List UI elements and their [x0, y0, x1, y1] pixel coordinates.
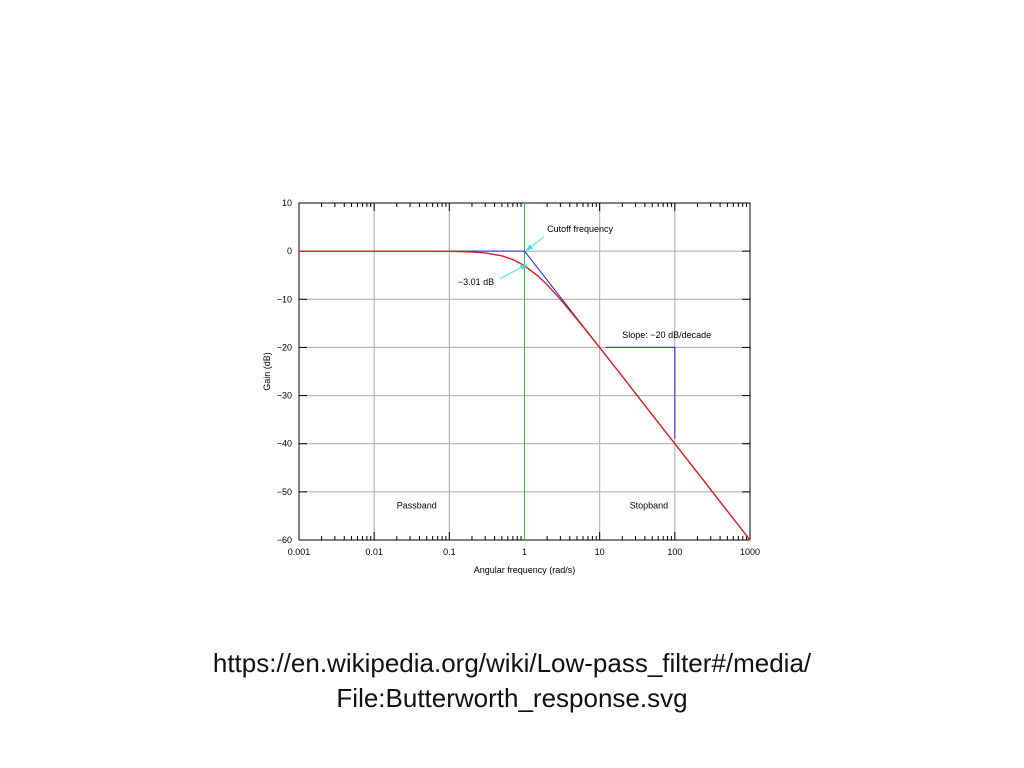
annotation-text: Slope: −20 dB/decade	[622, 330, 711, 340]
y-tick-label: −40	[277, 439, 292, 449]
x-tick-label: 0.001	[288, 547, 311, 557]
response-data-point	[559, 298, 561, 300]
source-caption: https://en.wikipedia.org/wiki/Low-pass_f…	[0, 646, 1024, 716]
y-tick-label: 10	[282, 198, 292, 208]
y-tick-label: −20	[277, 342, 292, 352]
response-data-point	[298, 250, 300, 252]
response-data-point	[501, 255, 503, 257]
x-tick-label: 100	[667, 547, 682, 557]
response-data-point	[651, 414, 653, 416]
y-tick-label: −30	[277, 391, 292, 401]
slope-marker	[605, 346, 676, 439]
response-data-point	[621, 375, 623, 377]
y-tick-label: −10	[277, 294, 292, 304]
x-tick-label: 1	[522, 547, 527, 557]
response-data-point	[749, 539, 751, 541]
y-tick-label: 0	[287, 246, 292, 256]
annotation-arrow	[525, 236, 545, 251]
y-tick-label: −50	[277, 487, 292, 497]
caption-line-2: File:Butterworth_response.svg	[336, 683, 688, 713]
x-tick-label: 0.01	[365, 547, 383, 557]
response-data-point	[537, 275, 539, 277]
annotation-text: Stopband	[630, 501, 669, 511]
annotation-text: Passband	[397, 501, 437, 511]
response-data-point	[674, 443, 676, 445]
response-data-point	[587, 332, 589, 334]
response-curve	[299, 250, 751, 541]
x-tick-label: 0.1	[443, 547, 456, 557]
response-data-point	[484, 252, 486, 254]
x-tick-label: 10	[595, 547, 605, 557]
response-data-point	[696, 472, 699, 474]
annotation-text: −3.01 dB	[458, 277, 494, 287]
response-data-point	[448, 250, 450, 252]
response-data-point	[373, 250, 375, 252]
caption-line-1: https://en.wikipedia.org/wiki/Low-pass_f…	[212, 648, 812, 678]
x-axis-label: Angular frequency (rad/s)	[474, 565, 576, 575]
response-data-point	[546, 284, 548, 286]
annotation-text: Cutoff frequency	[547, 224, 613, 234]
response-data-point	[512, 258, 514, 261]
y-tick-label: −60	[277, 535, 292, 545]
annotation-arrow	[499, 264, 528, 280]
response-data-point	[576, 318, 578, 320]
x-tick-label: 1000	[740, 547, 760, 557]
y-axis-label: Gain (dB)	[262, 352, 272, 391]
response-data-point	[599, 347, 601, 349]
response-data-point	[471, 251, 473, 253]
response-data-point	[726, 510, 728, 512]
